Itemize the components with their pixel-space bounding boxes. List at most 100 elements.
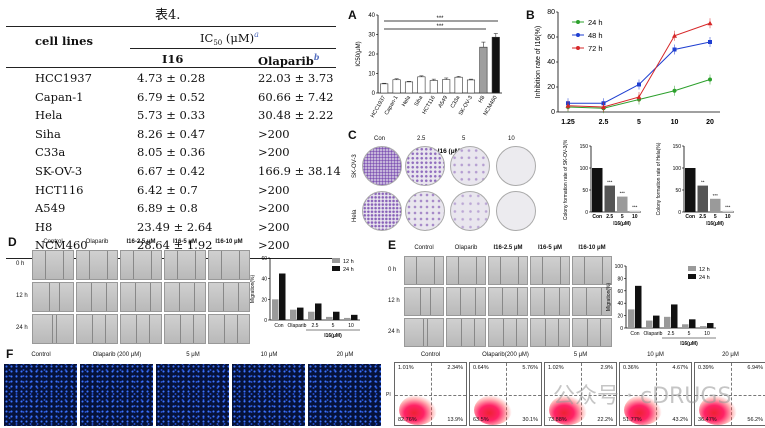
wound-row-label: 0 h: [16, 261, 25, 267]
quadrant-ur-value: 2.34%: [447, 365, 463, 371]
cell-cluster: [699, 395, 737, 425]
wound-edge: [602, 257, 603, 284]
wound-edge: [423, 319, 424, 346]
cell-i16-value: 8.26 ± 0.47: [137, 126, 206, 141]
bar: [653, 315, 660, 328]
x-axis-label: I16(μM): [613, 221, 631, 227]
wound-edge: [458, 257, 459, 284]
wound-image: [530, 256, 570, 285]
quadrant-hline: [545, 395, 616, 396]
header-olaparib-sup: b: [313, 52, 320, 62]
wound-edge: [104, 315, 106, 343]
wound-edge: [178, 283, 180, 311]
colony-dish: [496, 191, 536, 231]
wound-edge: [542, 257, 543, 284]
fluor-col-label: 10 μM: [260, 352, 278, 358]
data-point: [707, 20, 713, 26]
bar: [689, 319, 696, 328]
wound-image: [572, 318, 612, 347]
wound-edge: [427, 319, 428, 346]
bar: [417, 76, 426, 94]
flow-col-label: 20 μM: [722, 352, 739, 358]
y-tick-label: 80: [547, 9, 555, 16]
bar: [326, 316, 333, 320]
cell-i16-value: 28.64 ± 1.92: [137, 238, 213, 253]
colony-dish: [405, 191, 445, 231]
cell-i16-value: 8.05 ± 0.36: [137, 145, 206, 160]
cell-olaparib-value: 166.9 ± 38.14: [258, 164, 341, 178]
y-tick-label: 80: [617, 276, 623, 282]
colony-dish: [362, 146, 402, 186]
wound-image: [404, 318, 444, 347]
wound-edge: [192, 315, 194, 343]
legend-label: 12 h: [343, 259, 354, 265]
header-i16: I16: [162, 52, 184, 66]
wound-edge: [52, 315, 53, 343]
y-tick-label: 0: [585, 210, 588, 216]
wound-edge: [515, 319, 517, 346]
bar: [697, 185, 708, 212]
quadrant-lr-value: 22.2%: [597, 417, 613, 423]
wound-image: [164, 282, 206, 312]
table-row: HCC1937 4.73 ± 0.28 22.03 ± 3.73: [0, 71, 340, 90]
wound-image: [572, 256, 612, 285]
x-tick-label: Olaparib: [288, 323, 307, 329]
cell-line-name: C33a: [35, 145, 66, 160]
cell-line-name: HCC1937: [35, 71, 92, 85]
y-tick-label: 20: [547, 84, 555, 91]
fluorescence-image: [156, 364, 229, 426]
quadrant-ul-value: 0.39%: [698, 365, 714, 371]
header-ic50-sup: a: [254, 30, 259, 39]
cell-olaparib-value: >200: [258, 219, 290, 234]
cell-i16-value: 6.42 ± 0.7: [137, 182, 198, 197]
table-title: 表4.: [155, 8, 181, 23]
quadrant-ul-value: 0.36%: [623, 365, 639, 371]
wound-image: [404, 287, 444, 316]
wound-edge: [502, 319, 504, 346]
wound-edge: [459, 288, 461, 315]
wound-edge: [557, 319, 559, 346]
quadrant-lr-value: 56.2%: [747, 417, 763, 423]
y-tick-label: 20: [368, 52, 375, 58]
wound-col-label: I16-5 μM: [172, 239, 197, 245]
quadrant-ul-value: 1.02%: [548, 365, 564, 371]
legend-swatch: [688, 274, 696, 279]
wound-image: [446, 318, 486, 347]
bar: [635, 285, 642, 328]
wound-edge: [239, 251, 240, 279]
table-row: SK-OV-3 6.67 ± 0.42 166.9 ± 38.14: [0, 164, 341, 183]
wound-edge: [430, 288, 431, 315]
wound-image: [32, 282, 74, 312]
cell-line-name: H8: [35, 219, 53, 234]
cell-line-name: Hela: [35, 108, 63, 123]
bar: [297, 307, 304, 320]
wound-image: [488, 287, 528, 316]
y-tick-label: 60: [617, 289, 623, 295]
wound-edge: [599, 319, 601, 346]
x-axis-label: I16(μM): [680, 341, 698, 347]
panel-label-d: D: [8, 235, 17, 249]
dish-col-label: 2.5: [417, 136, 426, 142]
data-point: [672, 33, 677, 38]
cell-olaparib-value: 30.48 ± 2.22: [258, 108, 334, 123]
cell-olaparib-value: >200: [258, 182, 290, 197]
wound-image: [164, 250, 206, 280]
dish-row-label: SK-OV-3: [352, 154, 358, 178]
x-tick-label: 2.5: [699, 214, 706, 220]
legend-label: 48 h: [588, 31, 603, 40]
cell-cluster: [549, 395, 587, 425]
signif-label: ***: [713, 193, 719, 198]
y-tick-label: 0: [551, 109, 555, 116]
table-head-rule: [6, 67, 336, 68]
x-tick-label: A549: [438, 95, 450, 109]
x-tick-label: 10: [671, 119, 679, 126]
fluorescence-image: [4, 364, 77, 426]
quadrant-lr-value: 43.2%: [672, 417, 688, 423]
wound-edge: [237, 283, 239, 311]
y-tick-label: 20: [617, 314, 623, 320]
legend-marker: [576, 33, 580, 37]
wound-edge: [195, 251, 196, 279]
x-tick-label: 5: [637, 119, 641, 126]
quadrant-hline: [470, 395, 541, 396]
wound-edge: [223, 315, 225, 343]
